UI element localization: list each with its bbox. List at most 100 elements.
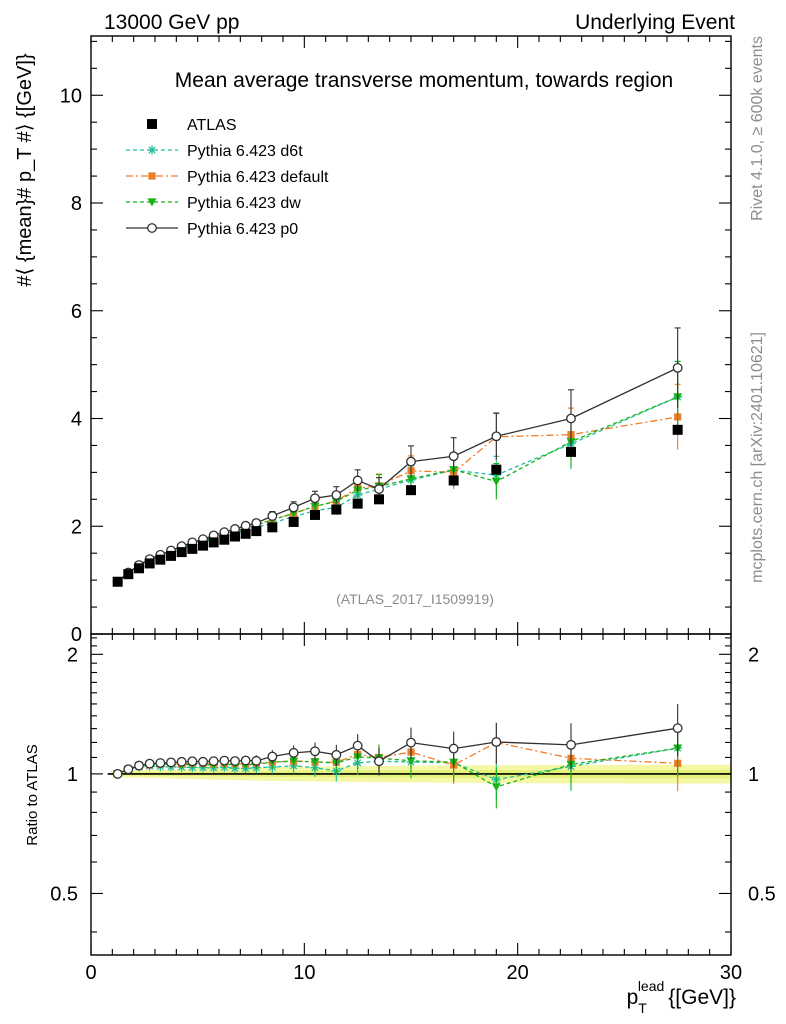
ratio-point (491, 783, 501, 792)
series-line (117, 396, 678, 583)
ratio-y-tick-label-left: 0.5 (50, 883, 78, 905)
atlas-point (198, 540, 208, 551)
ratio-y-tick-label-right: 1 (748, 764, 759, 786)
chart-title: Mean average transverse momentum, toward… (175, 69, 673, 92)
legend-label: Pythia 6.423 p0 (187, 221, 298, 238)
y-tick-label: 0 (71, 624, 82, 646)
legend-label: Pythia 6.423 d6t (187, 143, 303, 160)
data-point (267, 511, 278, 521)
legend: ATLAS Pythia 6.423 d6t Pythia 6.423 defaul… (126, 117, 329, 238)
data-point (288, 502, 299, 513)
series-line (117, 416, 678, 583)
ratio-point (406, 737, 416, 748)
ratio-plot-frame (90, 633, 732, 956)
atlas-point (406, 485, 416, 496)
legend-marker-atlas (147, 119, 157, 129)
legend-label-atlas: ATLAS (187, 117, 237, 134)
atlas-point (134, 563, 144, 574)
atlas-point (166, 550, 176, 561)
x-axis-label: pTlead {[GeV]} (627, 978, 736, 1016)
ratio-point (310, 758, 320, 767)
data-point (491, 477, 501, 487)
atlas-point (374, 494, 384, 505)
ratio-point (566, 739, 576, 750)
ratio-point (240, 755, 251, 766)
atlas-point (566, 446, 576, 457)
data-point (491, 431, 502, 442)
data-point (448, 451, 459, 462)
ratio-point (289, 757, 299, 766)
ratio-point (198, 756, 208, 767)
atlas-point (155, 554, 166, 565)
atlas-point (267, 522, 278, 533)
data-point (406, 475, 416, 484)
atlas-point (448, 475, 459, 486)
ratio-point (288, 747, 299, 758)
y-tick-label: 8 (71, 193, 82, 215)
atlas-point (240, 528, 251, 539)
ratio-point (448, 743, 459, 754)
data-point (352, 475, 363, 486)
ratio-point (491, 737, 502, 747)
ratio-point (144, 758, 155, 769)
x-axis-label-sup: lead (638, 978, 664, 994)
data-point (310, 502, 320, 511)
ratio-y-tick-label-left: 2 (67, 644, 78, 666)
ratio-point (374, 756, 384, 767)
atlas-point (288, 516, 299, 527)
atlas-point (123, 569, 134, 580)
x-axis-label-sub: T (638, 1000, 647, 1016)
atlas-point (144, 558, 155, 569)
atlas-point (352, 498, 363, 509)
ratio-point (230, 756, 240, 766)
ratio-point (331, 749, 342, 760)
x-tick-label: 30 (720, 962, 742, 984)
ratio-y-tick-label-right: 2 (748, 644, 759, 666)
atlas-point (331, 504, 342, 515)
ratio-point (219, 755, 230, 766)
atlas-point (112, 576, 123, 587)
y-tick-label: 4 (71, 409, 82, 431)
ratio-point (166, 757, 176, 768)
atlas-point (176, 547, 187, 558)
x-axis-label-main: p (627, 986, 639, 1009)
data-point (310, 493, 320, 504)
ratio-point (406, 757, 416, 766)
atlas-point (672, 424, 683, 435)
ratio-point (310, 746, 320, 757)
ratio-layer (112, 704, 683, 809)
x-tick-label: 10 (293, 962, 315, 984)
header-left: 13000 GeV pp (104, 11, 239, 34)
ratio-point (112, 768, 123, 779)
analysis-watermark: (ATLAS_2017_I1509919) (336, 591, 494, 607)
ratio-y-tick-label-right: 0.5 (748, 883, 776, 905)
legend-marker (147, 198, 157, 207)
data-point (406, 456, 416, 467)
ratio-point (251, 755, 262, 766)
x-tick-label: 20 (507, 962, 529, 984)
y-axis-label: #⟨ {mean}# p_T #⟩ {[GeV]} (14, 53, 36, 287)
data-point (331, 490, 342, 500)
atlas-point (310, 509, 320, 520)
mcplots-label: mcplots.cern.ch [arXiv:2401.10621] (749, 332, 766, 583)
data-point (566, 413, 576, 424)
ratio-point (155, 758, 166, 768)
ratio-y-axis-label: Ratio to ATLAS (24, 744, 41, 845)
legend-marker (148, 172, 156, 180)
atlas-point (251, 526, 262, 537)
series-2 (114, 383, 682, 586)
ratio-point (352, 740, 363, 751)
ratio-point (267, 751, 278, 762)
y-tick-label: 10 (60, 85, 82, 107)
data-point (672, 362, 683, 373)
ratio-point (134, 760, 144, 771)
series-line (117, 396, 678, 583)
atlas-point (491, 464, 502, 475)
ratio-point (187, 756, 198, 767)
y-tick-label: 6 (71, 301, 82, 323)
x-axis-label-unit: {[GeV]} (668, 986, 736, 1009)
atlas-point (187, 543, 198, 554)
ratio-y-tick-label-left: 1 (67, 764, 78, 786)
